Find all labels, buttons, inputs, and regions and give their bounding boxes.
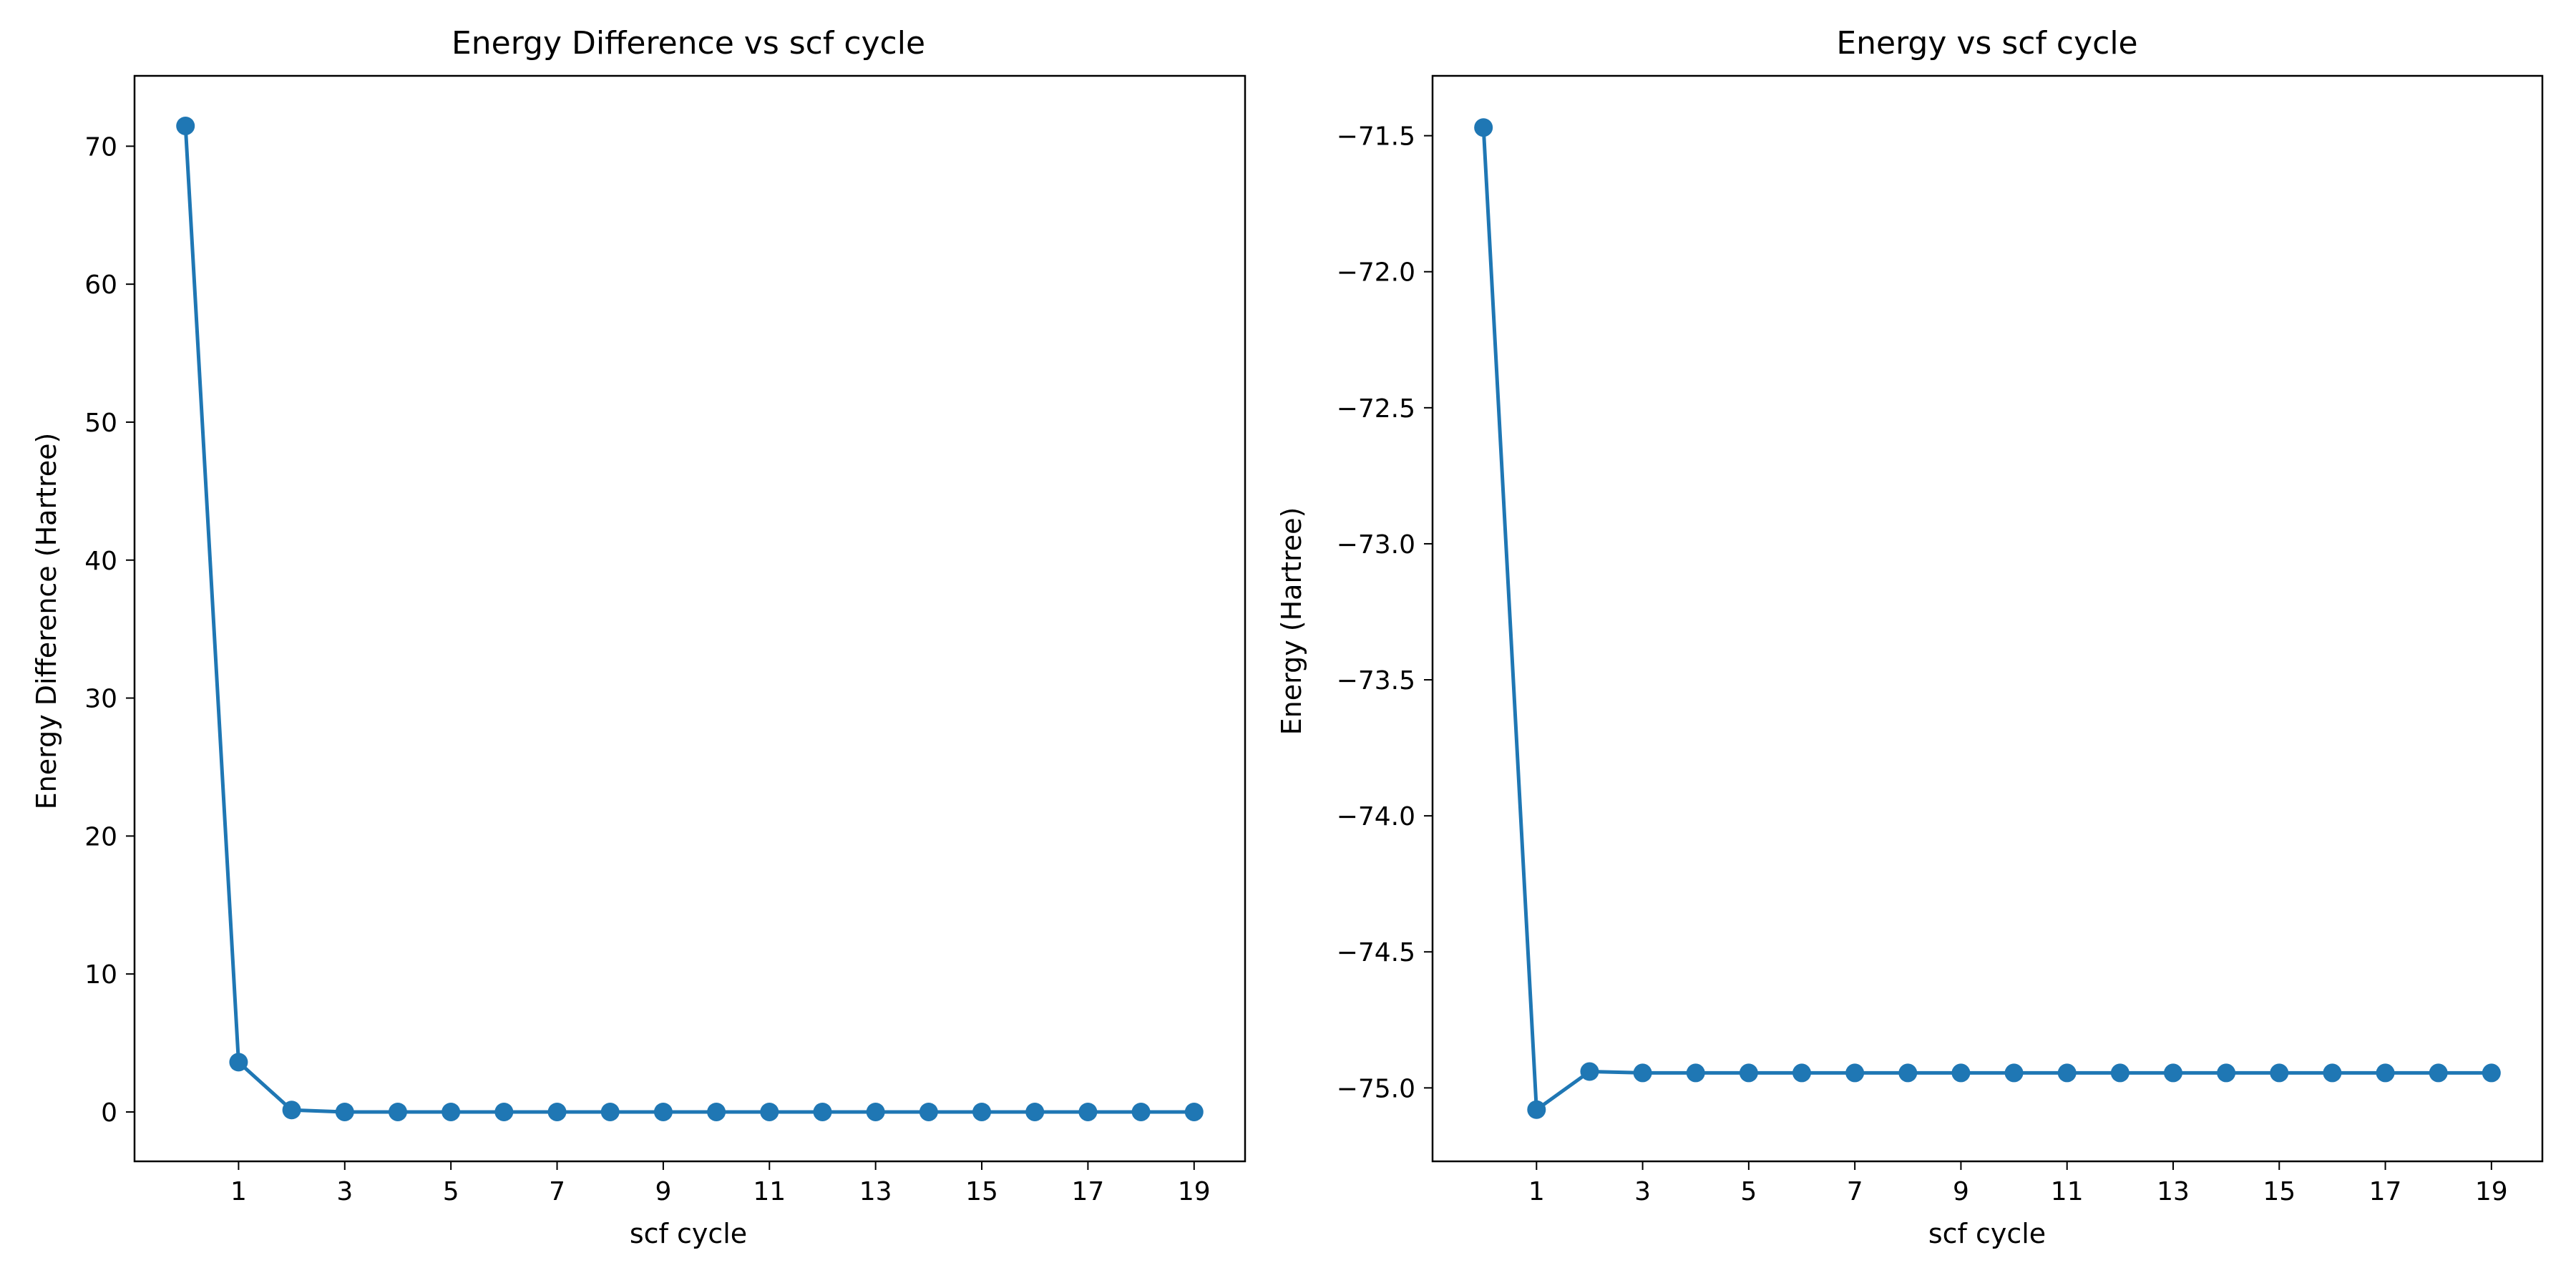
chart-right-ytick-label: −74.0 [1337, 802, 1415, 831]
chart-left-data-point [176, 116, 195, 135]
chart-left-ytick-label: 30 [84, 685, 117, 714]
chart-left-data-point [335, 1102, 354, 1121]
chart-right-data-point [2217, 1063, 2236, 1083]
chart-left-data-point [494, 1102, 514, 1121]
chart-left-data-point [919, 1102, 938, 1121]
chart-right-plot: 1 3 5 7 9 11 13 15 17 19−75.0−74.5−74.0−73.5−73.0… [1337, 74, 2544, 1206]
chart-right-ytick-label: −74.5 [1337, 938, 1415, 967]
chart-left-data-point [707, 1102, 726, 1121]
chart-left-data-point [1025, 1102, 1045, 1121]
chart-left-data-point [972, 1102, 992, 1121]
chart-right-xtick-label: 3 [1634, 1177, 1651, 1206]
chart-left-ylabel: Energy Difference (Hartree) [31, 433, 62, 810]
chart-right-title: Energy vs scf cycle [1836, 25, 2137, 62]
chart-left-data-point [866, 1102, 885, 1121]
chart-left-data-point [760, 1102, 779, 1121]
chart-right-data-point [1845, 1063, 1865, 1083]
chart-left-data-point [1078, 1102, 1098, 1121]
chart-left-xtick-label: 19 [1178, 1177, 1211, 1206]
chart-left-xtick-label: 17 [1071, 1177, 1104, 1206]
chart-right-xtick-label: 5 [1740, 1177, 1757, 1206]
chart-left-data-point [813, 1102, 832, 1121]
chart-left-xtick-label: 11 [753, 1177, 786, 1206]
chart-right-ytick-label: −73.0 [1337, 530, 1415, 560]
chart-right-data-point [2270, 1063, 2289, 1083]
chart-right-data-point [2004, 1063, 2024, 1083]
chart-left-data-point [282, 1101, 301, 1120]
chart-right-data-point [1739, 1063, 1758, 1083]
chart-right-data-point [2429, 1063, 2448, 1083]
chart-right-ytick-label: −75.0 [1337, 1074, 1415, 1103]
chart-left-data-point [441, 1102, 461, 1121]
chart-left-ytick-label: 20 [84, 822, 117, 852]
chart-left-data-point [1184, 1102, 1204, 1121]
chart-right-data-point [1951, 1063, 1971, 1083]
chart-right-data-point [1792, 1063, 1812, 1083]
chart-left-xtick-label: 13 [859, 1177, 892, 1206]
chart-left-ytick-label: 40 [84, 547, 117, 576]
chart-left-xtick-label: 9 [655, 1177, 671, 1206]
chart-right-ytick-label: −72.5 [1337, 394, 1415, 424]
chart-right-data-point [1898, 1063, 1918, 1083]
chart-left-title: Energy Difference vs scf cycle [452, 25, 925, 62]
chart-left-axes-frame [133, 74, 1246, 1163]
chart-left-data-point [229, 1053, 248, 1072]
chart-right-data-point [2163, 1063, 2182, 1083]
chart-right-data-point [1474, 118, 1493, 137]
chart-right-xtick-label: 17 [2369, 1177, 2402, 1206]
chart-right-xtick-label: 11 [2051, 1177, 2084, 1206]
chart-right-xtick-label: 13 [2157, 1177, 2190, 1206]
chart-left-xtick-label: 1 [230, 1177, 247, 1206]
chart-right-data-point [2482, 1063, 2501, 1083]
chart-left-data-point [653, 1102, 673, 1121]
chart-left-xlabel: scf cycle [630, 1218, 747, 1249]
chart-right-data-point [2057, 1063, 2077, 1083]
chart-right-data-point [2323, 1063, 2342, 1083]
chart-right-xtick-label: 1 [1528, 1177, 1545, 1206]
chart-right-ytick-label: −72.0 [1337, 258, 1415, 288]
chart-right-xtick-label: 19 [2475, 1177, 2508, 1206]
chart-left-ytick-label: 50 [84, 409, 117, 438]
chart-right-data-point [2110, 1063, 2129, 1083]
chart-left-ytick-label: 60 [84, 270, 117, 300]
chart-left-data-point [547, 1102, 567, 1121]
chart-left-xtick-label: 7 [549, 1177, 565, 1206]
chart-right-xtick-label: 9 [1953, 1177, 1969, 1206]
chart-left-ytick-label: 0 [101, 1098, 117, 1128]
chart-right-ytick-label: −73.5 [1337, 666, 1415, 696]
chart-left-data-point [1131, 1102, 1151, 1121]
chart-right-xtick-label: 7 [1847, 1177, 1863, 1206]
chart-left-xtick-label: 3 [336, 1177, 353, 1206]
chart-left-data-point [388, 1102, 407, 1121]
chart-right-ylabel: Energy (Hartree) [1276, 507, 1307, 736]
chart-right-xtick-label: 15 [2263, 1177, 2296, 1206]
chart-left-xtick-label: 15 [965, 1177, 998, 1206]
chart-left-data-point [600, 1102, 620, 1121]
chart-right-data-point [1686, 1063, 1705, 1083]
chart-right-data-point [1633, 1063, 1652, 1083]
chart-right-data-point [1527, 1100, 1546, 1119]
chart-left: Energy Difference vs scf cycle 1 3 5 7 9 11 13… [31, 25, 1246, 1249]
chart-right-axes-frame [1431, 74, 2544, 1163]
chart-left-ytick-label: 10 [84, 960, 117, 990]
chart-left-ytick-label: 70 [84, 132, 117, 162]
chart-right-ytick-label: −71.5 [1337, 122, 1415, 152]
chart-right: Energy vs scf cycle 1 3 5 7 9 11 13 15 17 19−75.0… [1276, 25, 2544, 1249]
chart-right-data-point [1580, 1062, 1599, 1081]
chart-left-xtick-label: 5 [443, 1177, 459, 1206]
chart-right-data-point [2376, 1063, 2395, 1083]
chart-right-xlabel: scf cycle [1928, 1218, 2046, 1249]
